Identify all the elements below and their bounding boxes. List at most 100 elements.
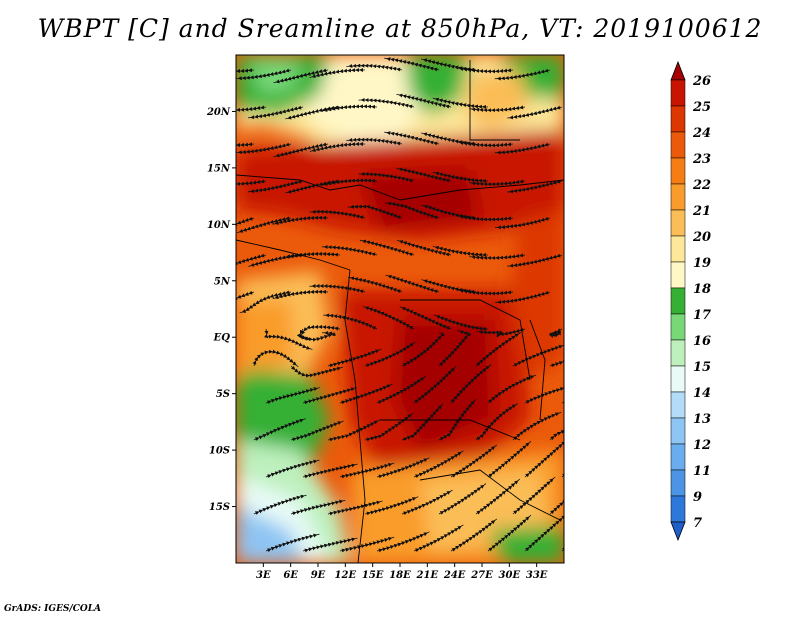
- streamline: [253, 494, 307, 515]
- streamline: [561, 516, 564, 552]
- lon-tick-label: 6E: [283, 570, 298, 581]
- longitude-axis: 3E 6E 9E 12E 15E 18E 21E 24E 27E 30E 33E: [256, 563, 548, 581]
- streamline: [487, 514, 532, 552]
- streamline: [507, 253, 563, 268]
- border-4: [400, 299, 531, 381]
- colorbar-swatch: [670, 287, 686, 315]
- border-coast: [236, 239, 351, 271]
- streamline: [507, 179, 563, 194]
- streamline: [265, 533, 320, 553]
- streamline: [524, 383, 564, 404]
- streamline: [512, 476, 556, 515]
- lat-tick-label: 5S: [216, 389, 230, 400]
- lat-tick-label: 10N: [207, 220, 231, 231]
- lon-tick-label: 33E: [526, 570, 548, 581]
- colorbar-swatch: [670, 443, 686, 471]
- streamline: [494, 68, 551, 81]
- colorbar-label: 17: [693, 308, 711, 323]
- lat-tick-label: EQ: [213, 333, 231, 344]
- border-5: [380, 419, 521, 441]
- streamline: [561, 387, 564, 405]
- border-1: [236, 174, 401, 201]
- colorbar-label: 16: [693, 334, 711, 349]
- colorbar-label: 12: [693, 438, 711, 453]
- colorbar-label: 7: [693, 516, 702, 531]
- streamline: [524, 441, 564, 478]
- border-west-coast: [344, 269, 366, 563]
- streamline: [413, 365, 457, 404]
- streamline: [549, 350, 564, 368]
- colorbar-swatch: [670, 209, 686, 237]
- border-lake: [529, 319, 546, 421]
- lon-tick-label: 27E: [470, 570, 493, 581]
- streamline: [290, 365, 344, 378]
- streamline: [487, 374, 537, 404]
- streamline: [475, 478, 521, 515]
- streamline: [512, 411, 562, 441]
- colorbar-swatch: [670, 157, 686, 185]
- streamline: [252, 349, 299, 368]
- colorbar-label: 25: [692, 100, 711, 115]
- lat-tick-label: 15N: [207, 163, 231, 174]
- streamline: [433, 314, 489, 331]
- streamline: [507, 105, 563, 120]
- country-borders: [236, 60, 564, 563]
- colorbar: 26 25 24 23 22 21 20 19 18 17 16 15 14 13 12 11 9 7: [670, 60, 711, 542]
- colorbar-swatch: [670, 261, 686, 289]
- streamline: [524, 515, 564, 552]
- field-sahel-darkred: [360, 170, 480, 230]
- colorbar-label: 13: [693, 412, 711, 427]
- border-2: [399, 179, 564, 201]
- latitude-axis: 20N 15N 10N 5N EQ 5S 10S 15S: [206, 107, 236, 513]
- streamline: [494, 142, 551, 155]
- colorbar-label: 14: [693, 386, 711, 401]
- colorbar-swatch: [670, 417, 686, 445]
- colorbar-top-arrow: [670, 60, 686, 81]
- colorbar-label: 20: [692, 230, 711, 245]
- colorbar-swatch: [670, 391, 686, 419]
- colorbar-swatch: [670, 469, 686, 497]
- border-3: [469, 60, 520, 141]
- streamline: [450, 364, 492, 404]
- streamline: [263, 328, 313, 350]
- lon-tick-label: 9E: [311, 570, 326, 581]
- colorbar-label: 22: [692, 178, 711, 193]
- streamline: [487, 440, 532, 478]
- colorbar-swatch: [670, 131, 686, 159]
- streamline: [438, 329, 472, 367]
- colorbar-label: 18: [693, 282, 711, 297]
- lat-tick-label: 15S: [209, 502, 230, 513]
- lon-tick-label: 21E: [416, 570, 439, 581]
- chart-title: WBPT [C] and Sreamline at 850hPa, VT: 20…: [37, 14, 763, 43]
- footer-credit: GrADS: IGES/COLA: [4, 604, 102, 614]
- wbpt-shading: [236, 55, 564, 563]
- streamline: [512, 344, 564, 367]
- lat-tick-label: 5N: [214, 276, 231, 287]
- streamline: [494, 216, 551, 230]
- streamline: [549, 478, 564, 515]
- streamlines: [236, 57, 564, 553]
- streamline: [549, 416, 564, 441]
- colorbar-label: 21: [692, 204, 711, 219]
- field-south-green: [490, 525, 564, 563]
- border-6: [419, 469, 561, 521]
- colorbar-swatch: [670, 495, 686, 523]
- streamline: [475, 332, 522, 367]
- streamline: [265, 459, 320, 479]
- colorbar-swatch: [670, 365, 686, 393]
- streamline: [475, 403, 519, 441]
- streamline: [438, 398, 477, 441]
- lat-tick-label: 10S: [209, 446, 230, 457]
- colorbar-label: 15: [693, 360, 711, 375]
- lon-tick-label: 3E: [256, 570, 271, 581]
- lon-tick-label: 12E: [335, 570, 357, 581]
- colorbar-swatch: [670, 105, 686, 133]
- streamline: [561, 442, 564, 478]
- colorbar-swatch: [670, 339, 686, 367]
- colorbar-swatch: [670, 235, 686, 263]
- colorbar-label: 19: [693, 256, 711, 271]
- colorbar-label: 24: [692, 126, 711, 141]
- colorbar-swatch: [670, 313, 686, 341]
- streamline: [495, 290, 551, 305]
